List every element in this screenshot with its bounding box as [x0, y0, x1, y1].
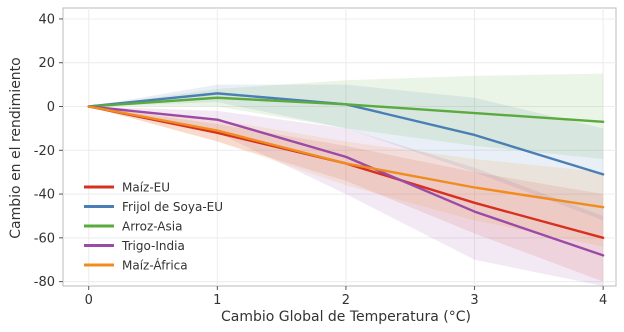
plot-area [62, 7, 617, 287]
uncertainty-band [88, 106, 604, 282]
axis-ticks: 0 1 2 3 4 -80 -60 -40 -20 0 20 40 [34, 12, 608, 308]
y-tick-label: 20 [38, 56, 55, 71]
y-tick-label: -40 [34, 188, 55, 203]
legend: Maíz-EU Frijol de Soya-EU Arroz-Asia Trigo-… [84, 181, 223, 273]
y-tick-label: -80 [34, 275, 55, 290]
x-tick-label: 0 [85, 293, 93, 308]
series-line [87, 105, 605, 257]
x-tick-label: 4 [599, 293, 607, 308]
y-tick-label: -60 [34, 231, 55, 246]
y-axis-label: Cambio en el rendimiento [8, 57, 24, 238]
legend-label: Maíz-EU [122, 181, 170, 195]
series-line [87, 105, 605, 209]
y-tick-label: 40 [38, 12, 55, 27]
series-lines [87, 92, 605, 257]
x-axis-label: Cambio Global de Temperatura (°C) [221, 309, 471, 325]
x-tick-label: 1 [213, 293, 221, 308]
legend-label: Frijol de Soya-EU [122, 200, 223, 214]
legend-label: Arroz-Asia [122, 220, 182, 234]
y-tick-label: 0 [47, 100, 55, 115]
series-line [87, 96, 605, 124]
legend-label: Maíz-África [122, 258, 188, 273]
uncertainty-band [88, 73, 604, 160]
uncertainty-band [88, 106, 604, 286]
uncertainty-band [88, 84, 604, 221]
legend-label: Trigo-India [121, 239, 185, 253]
grid [63, 8, 616, 286]
y-tick-label: -20 [34, 144, 55, 159]
x-tick-label: 3 [470, 293, 478, 308]
x-tick-label: 2 [342, 293, 350, 308]
